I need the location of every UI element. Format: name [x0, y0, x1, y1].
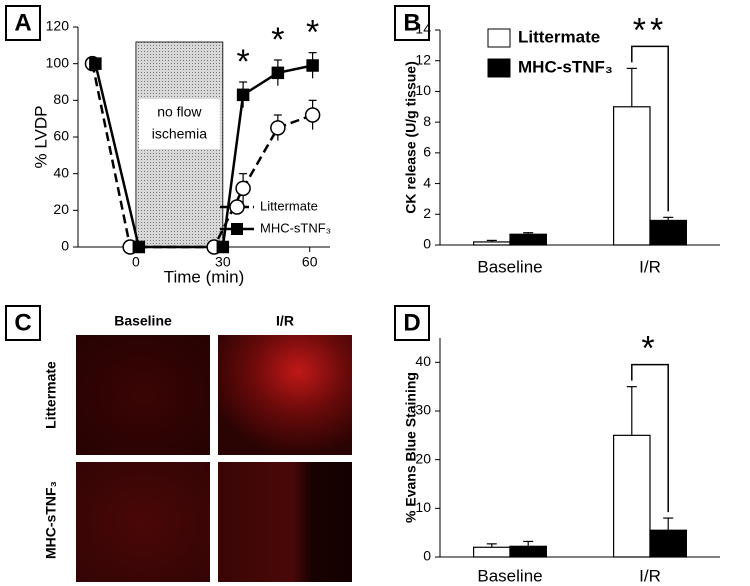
- x-tick-label: 0: [132, 254, 140, 270]
- x-tick-label: Baseline: [477, 257, 542, 276]
- x-tick-label: I/R: [639, 566, 661, 585]
- micrograph: [76, 462, 210, 582]
- bar: [509, 233, 548, 246]
- y-tick-label: 20: [53, 201, 69, 217]
- y-axis-label: % LVDP: [31, 106, 50, 169]
- point: [236, 88, 250, 102]
- point: [132, 240, 146, 254]
- y-tick-label: 2: [423, 205, 431, 221]
- shade-label: ischemia: [152, 126, 207, 142]
- significance-bracket: [631, 45, 669, 212]
- point: [89, 57, 102, 70]
- y-tick-label: 10: [415, 499, 431, 515]
- y-tick-label: 100: [46, 54, 70, 70]
- micrograph: [218, 335, 352, 455]
- x-axis-label: Time (min): [164, 267, 245, 286]
- legend-label: MHC-sTNF₃: [518, 57, 613, 76]
- bar: [649, 219, 688, 246]
- significance-mark: **: [633, 11, 667, 49]
- bar: [612, 106, 651, 246]
- legend-label: MHC-sTNF₃: [260, 220, 331, 235]
- micrograph: [218, 462, 352, 582]
- shade-label: no flow: [157, 104, 202, 120]
- y-tick-label: 80: [53, 91, 69, 107]
- y-tick-label: 30: [415, 402, 431, 418]
- legend-label: Littermate: [260, 198, 318, 213]
- y-tick-label: 120: [46, 18, 70, 34]
- y-tick-label: 60: [53, 128, 69, 144]
- column-label: I/R: [276, 313, 294, 329]
- y-tick-label: 0: [423, 548, 431, 564]
- point: [306, 59, 319, 72]
- y-axis-label: % Evans Blue Staining: [403, 372, 419, 523]
- panel-letter-box: [5, 5, 41, 41]
- panel-letter: D: [403, 309, 420, 336]
- y-tick-label: 14: [415, 21, 431, 37]
- significance-mark: *: [236, 43, 249, 81]
- y-tick-label: 6: [423, 144, 431, 160]
- panel-c: C Baseline I/R Littermate MHC-sTNF₃: [5, 305, 352, 582]
- y-tick-label: 0: [61, 238, 69, 254]
- bar: [509, 545, 548, 558]
- y-tick-label: 4: [423, 174, 431, 190]
- point: [270, 120, 286, 136]
- y-tick-label: 40: [53, 164, 69, 180]
- significance-mark: *: [271, 21, 284, 59]
- point: [216, 240, 230, 254]
- legend-marker: [231, 223, 243, 235]
- y-tick-label: 20: [415, 450, 431, 466]
- shade-label-bg: [138, 99, 220, 149]
- y-tick-label: 40: [415, 353, 431, 369]
- x-tick-label: Baseline: [477, 566, 542, 585]
- y-axis-label: CK release (U/g tissue): [403, 61, 419, 214]
- panel-letter-box: [5, 305, 41, 341]
- panel-letter: A: [14, 9, 31, 36]
- significance-mark: *: [641, 330, 658, 368]
- micrograph: [76, 335, 210, 455]
- panel-letter-box: [394, 305, 430, 341]
- y-tick-label: 10: [415, 82, 431, 98]
- y-tick-label: 8: [423, 113, 431, 129]
- bar: [473, 546, 511, 558]
- x-tick-label: 30: [215, 254, 231, 270]
- significance-mark: *: [306, 14, 319, 52]
- bar: [473, 241, 511, 246]
- x-tick-label: I/R: [639, 257, 661, 276]
- panel-letter-box: [394, 5, 430, 41]
- column-label: Baseline: [114, 313, 172, 329]
- row-label: MHC-sTNF₃: [43, 481, 59, 559]
- legend-label: Littermate: [518, 27, 600, 46]
- legend-swatch: [487, 28, 511, 48]
- panel-letter: B: [403, 9, 420, 36]
- point: [235, 180, 251, 197]
- point: [271, 66, 285, 80]
- row-label: Littermate: [43, 361, 59, 429]
- x-tick-label: 60: [302, 254, 318, 270]
- legend-swatch: [487, 58, 511, 78]
- y-tick-label: 12: [415, 51, 431, 67]
- significance-bracket: [631, 363, 669, 513]
- panel-letter: C: [14, 309, 31, 336]
- y-tick-label: 0: [423, 236, 431, 252]
- point: [304, 107, 321, 123]
- bar: [612, 434, 651, 558]
- bar: [649, 529, 688, 558]
- legend-marker: [229, 199, 245, 215]
